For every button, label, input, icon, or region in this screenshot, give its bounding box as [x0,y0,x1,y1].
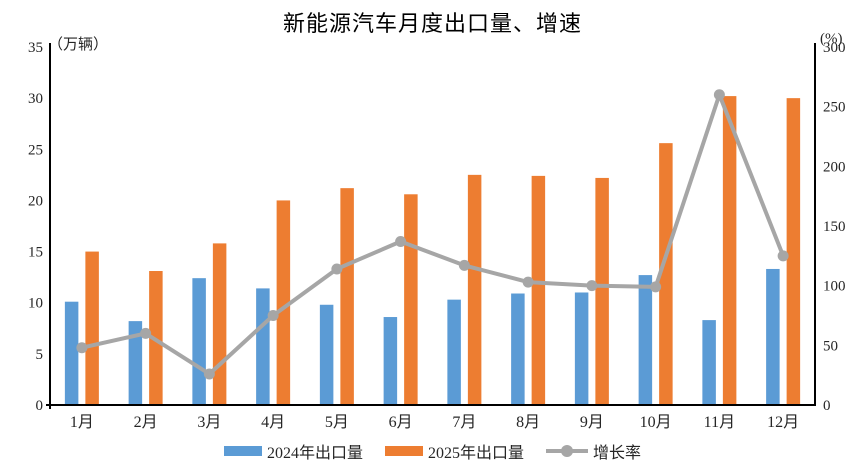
bar-2024年出口量-2月 [128,321,143,405]
right-axis-tick-label: 200 [823,159,846,175]
legend-item-2025: 2025年出口量 [384,439,524,462]
bar-2024年出口量-6月 [383,317,398,405]
legend-label-2024: 2024年出口量 [266,445,363,462]
right-axis-tick-label: 50 [823,338,838,354]
growth-point-6月 [395,236,407,248]
x-axis-label-1月: 1月 [70,414,94,431]
x-axis-label-12月: 12月 [767,414,799,431]
bar-2025年出口量-6月 [404,194,418,405]
growth-point-12月 [777,250,789,262]
legend-swatch-2025-icon [384,446,423,456]
bar-2025年出口量-11月 [722,96,737,406]
x-axis-label-8月: 8月 [516,414,540,431]
x-axis-label-4月: 4月 [261,414,285,431]
right-axis-tick-label: 150 [823,219,846,235]
left-axis-tick-label: 35 [28,40,43,56]
bar-2025年出口量-5月 [340,188,354,405]
x-axis-label-6月: 6月 [389,414,413,431]
legend-line-marker-icon [546,445,588,457]
x-axis-label-10月: 10月 [640,414,672,431]
legend-item-2024: 2024年出口量 [223,439,363,462]
bar-2024年出口量-11月 [702,320,716,405]
left-axis-tick-label: 25 [28,142,43,158]
left-axis-tick-label: 15 [28,245,43,261]
growth-point-7月 [458,259,470,271]
growth-point-9月 [586,280,598,292]
x-axis-label-3月: 3月 [197,414,221,431]
bar-2024年出口量-12月 [766,268,780,405]
x-axis-label-11月: 11月 [704,414,735,431]
bar-2024年出口量-10月 [638,275,653,405]
right-axis-tick-label: 250 [823,100,846,116]
x-axis-label-7月: 7月 [452,414,476,431]
bar-2024年出口量-7月 [447,299,461,405]
left-axis-tick-label: 5 [36,347,44,363]
legend-label-growth: 增长率 [593,445,642,462]
x-axis-label-9月: 9月 [580,414,604,431]
growth-line [79,92,786,376]
growth-point-3月 [203,368,215,380]
bar-2025年出口量-10月 [659,143,673,406]
growth-point-10月 [650,281,662,293]
legend-label-2025: 2025年出口量 [427,445,524,462]
growth-point-4月 [267,310,279,321]
bar-2025年出口量-4月 [276,200,291,405]
bar-2025年出口量-3月 [212,243,227,405]
bar-2024年出口量-8月 [511,293,525,405]
bar-2024年出口量-9月 [574,292,589,405]
right-axis-tick-label: 0 [823,398,831,414]
bar-2025年出口量-12月 [786,98,801,406]
bar-2024年出口量-4月 [256,288,270,405]
x-axis-label-5月: 5月 [325,414,349,431]
right-axis-tick-label: 100 [823,279,846,295]
left-axis-tick-label: 0 [36,398,44,414]
legend-swatch-2024-icon [223,446,262,456]
legend: 2024年出口量 2025年出口量 增长率 [0,439,865,462]
left-axis-tick-label: 10 [28,296,43,312]
growth-point-8月 [522,276,534,288]
x-axis-label-2月: 2月 [134,414,158,431]
right-axis-unit-label: (%) [820,31,843,47]
growth-point-5月 [331,263,343,275]
left-axis-tick-label: 20 [28,193,43,209]
bar-2025年出口量-1月 [85,251,99,405]
bar-2024年出口量-3月 [192,278,206,405]
growth-point-2月 [140,327,152,339]
right-axis-tick-label: 300 [823,40,846,56]
bar-2024年出口量-5月 [319,304,334,405]
left-axis-tick-label: 30 [28,91,43,107]
bar-2025年出口量-7月 [467,174,482,405]
growth-point-1月 [76,342,88,354]
bar-2024年出口量-1月 [64,301,79,405]
bar-2025年出口量-8月 [531,175,546,405]
chart-title: 新能源汽车月度出口量、增速 [282,11,582,36]
legend-item-growth: 增长率 [546,439,641,462]
left-axis-unit-label: （万辆） [48,37,109,53]
bar-2025年出口量-9月 [595,177,609,405]
growth-point-11月 [713,89,725,101]
